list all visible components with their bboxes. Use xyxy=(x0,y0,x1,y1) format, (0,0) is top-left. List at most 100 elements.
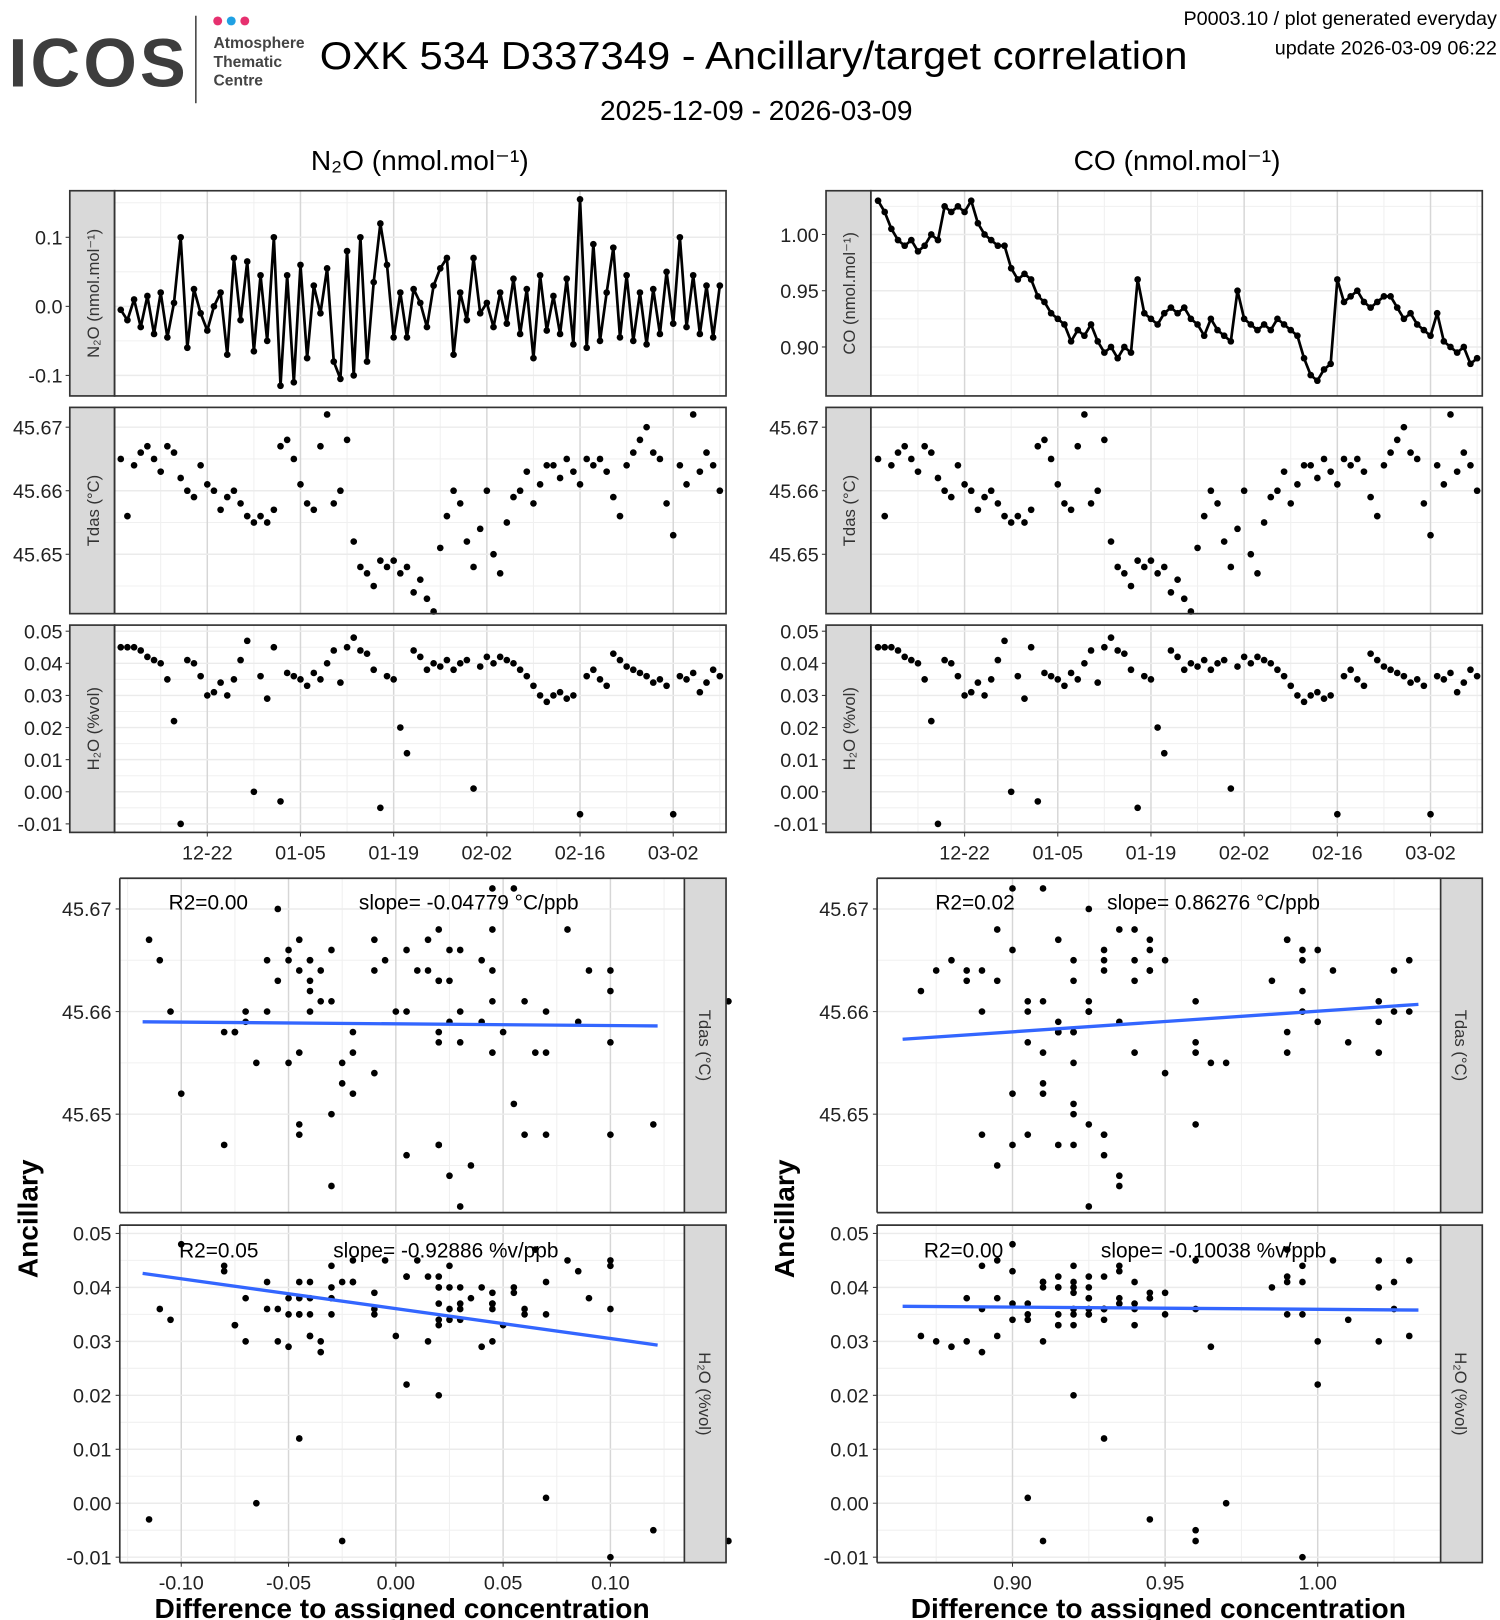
data-point-tdas xyxy=(496,570,504,577)
data-point-h2o xyxy=(1260,656,1268,664)
strip-label-tdas: Tdas (°C) xyxy=(840,475,859,546)
data-point-n2o xyxy=(436,265,444,272)
data-point-co xyxy=(1234,287,1241,295)
data-point-n2o xyxy=(430,282,437,289)
data-point-n2o xyxy=(257,271,264,279)
data-point-co xyxy=(1447,343,1454,351)
data-point-co xyxy=(994,242,1002,250)
x-axis-title-right: Difference to assigned concentration xyxy=(911,1593,1406,1620)
data-point-tdas xyxy=(1327,468,1335,475)
scatter-point xyxy=(1100,1435,1108,1442)
data-point-tdas xyxy=(987,487,995,495)
scatter-point xyxy=(1100,1316,1108,1324)
scatter-point xyxy=(295,936,303,944)
data-point-tdas xyxy=(1047,455,1055,463)
scatter-n2o-tdas-background xyxy=(119,878,685,1213)
data-point-n2o xyxy=(596,337,604,345)
data-point-tdas xyxy=(203,481,211,488)
chart-title: OXK 534 D337349 - Ancillary/target corre… xyxy=(320,35,1188,78)
y-tick-label: 45.66 xyxy=(62,1002,112,1024)
scatter-point xyxy=(456,1203,464,1210)
data-point-tdas xyxy=(1320,455,1328,463)
strip-tdas xyxy=(68,406,116,615)
data-point-n2o xyxy=(669,320,677,327)
r2-annotation: R2=0.00 xyxy=(169,891,248,914)
data-point-n2o xyxy=(629,337,637,345)
scatter-point xyxy=(574,1018,582,1026)
scatter-point xyxy=(263,1008,271,1015)
data-point-h2o xyxy=(1367,650,1374,658)
data-point-tdas xyxy=(1274,487,1281,495)
scatter-point xyxy=(963,1338,971,1345)
data-point-tdas xyxy=(1413,455,1421,463)
data-point-tdas xyxy=(1180,595,1188,603)
scatter-point xyxy=(306,1311,314,1318)
scatter-point xyxy=(1268,977,1276,985)
data-point-n2o xyxy=(649,285,657,293)
strip-tdas xyxy=(1439,877,1484,1214)
y-tick-label: 45.67 xyxy=(13,417,63,439)
scatter-point xyxy=(328,1262,335,1270)
data-point-co xyxy=(1287,326,1295,334)
scatter-point xyxy=(295,1311,303,1318)
data-point-tdas xyxy=(1041,436,1048,444)
scatter-point xyxy=(253,1059,260,1067)
data-point-tdas xyxy=(696,468,704,475)
data-point-h2o xyxy=(703,679,710,686)
scatter-point xyxy=(1131,977,1138,985)
scatter-point xyxy=(274,1338,282,1345)
data-point-h2o xyxy=(1247,659,1255,667)
data-point-co xyxy=(1240,315,1248,323)
data-point-co xyxy=(1081,332,1088,340)
data-point-h2o xyxy=(1154,724,1161,731)
scatter-point xyxy=(1329,1257,1337,1264)
data-point-n2o xyxy=(510,275,517,283)
scatter-point xyxy=(1344,1316,1352,1324)
data-point-h2o xyxy=(1140,672,1148,680)
scatter-point xyxy=(1054,1141,1062,1149)
data-point-h2o xyxy=(947,659,955,667)
scatter-point xyxy=(317,967,325,974)
x-tick-label: 02-16 xyxy=(1312,842,1363,864)
data-point-co xyxy=(1087,321,1095,328)
data-point-tdas xyxy=(1420,500,1428,507)
data-point-h2o xyxy=(177,820,184,828)
meta-line-1: P0003.10 / plot generated everyday xyxy=(1183,8,1497,30)
data-point-h2o xyxy=(1220,656,1228,664)
data-point-h2o xyxy=(676,672,684,680)
data-point-co xyxy=(1413,321,1421,328)
data-point-tdas xyxy=(1087,500,1095,507)
data-point-h2o xyxy=(1067,669,1075,677)
data-point-tdas xyxy=(709,461,717,469)
data-point-n2o xyxy=(283,271,291,279)
x-tick-label: 12-22 xyxy=(182,842,233,864)
scatter-point xyxy=(231,1321,239,1329)
scatter-point xyxy=(145,1516,153,1523)
data-point-h2o xyxy=(1433,672,1441,680)
scatter-point xyxy=(1054,936,1062,944)
data-point-co xyxy=(927,231,935,238)
data-point-n2o xyxy=(390,334,397,341)
scatter-point xyxy=(1375,1049,1383,1056)
scatter-point xyxy=(1146,946,1154,954)
data-point-tdas xyxy=(210,487,218,495)
scatter-point xyxy=(317,1348,325,1356)
scatter-point xyxy=(542,1494,550,1502)
scatter-point xyxy=(1375,1284,1383,1291)
data-point-h2o xyxy=(1160,749,1168,757)
scatter-point xyxy=(338,1059,346,1067)
scatter-point xyxy=(145,936,153,944)
data-point-h2o xyxy=(197,672,204,680)
data-point-h2o xyxy=(1380,663,1388,670)
data-point-tdas xyxy=(623,461,630,469)
scatter-point xyxy=(585,1294,593,1302)
data-point-co xyxy=(1034,293,1042,300)
scatter-point xyxy=(1146,1289,1154,1297)
scatter-point xyxy=(1009,1300,1016,1307)
scatter-point xyxy=(1207,1343,1215,1351)
scatter-point xyxy=(253,1499,260,1507)
data-point-n2o xyxy=(117,306,125,314)
data-point-n2o xyxy=(476,309,484,317)
data-point-tdas xyxy=(403,563,411,571)
data-point-h2o xyxy=(456,659,464,667)
